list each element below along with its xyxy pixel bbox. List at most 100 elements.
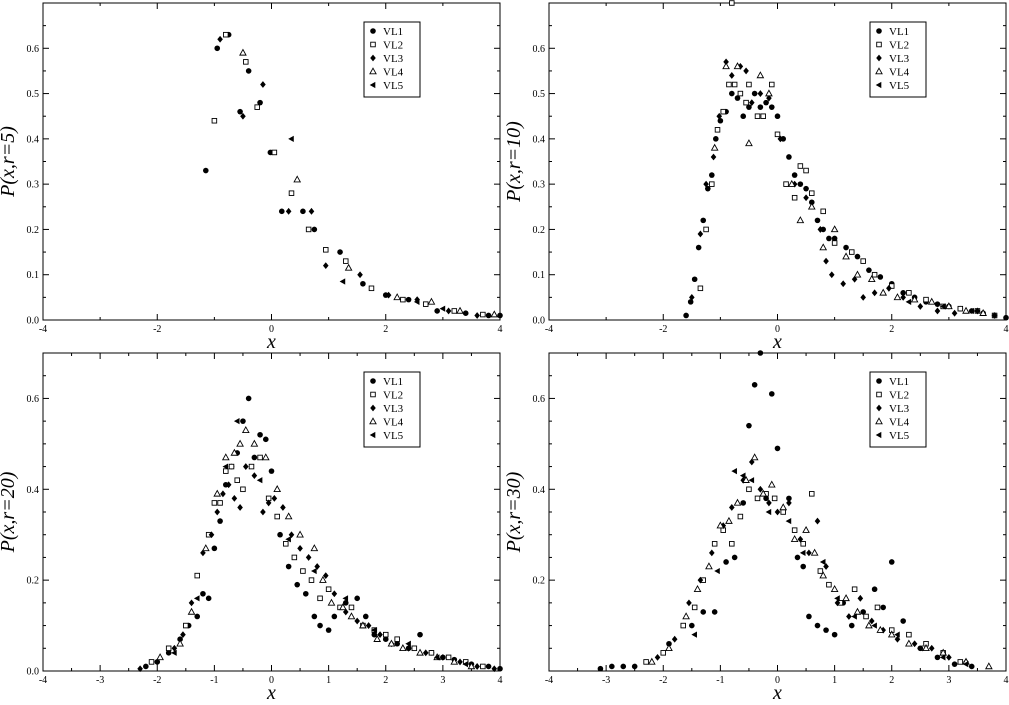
data-point-vl5	[871, 622, 877, 629]
data-point-vl1	[311, 613, 318, 620]
data-point-vl4	[456, 306, 464, 314]
data-point-vl1	[757, 350, 764, 356]
data-point-vl5	[256, 477, 263, 484]
data-point-vl3	[457, 658, 463, 666]
data-point-vl1	[934, 301, 941, 307]
data-point-vl3	[697, 576, 704, 584]
plot-frame	[42, 352, 501, 672]
data-point-vl1	[278, 208, 285, 215]
data-point-vl3	[240, 112, 246, 120]
data-point-vl3	[851, 275, 858, 283]
data-point-vl1	[808, 199, 815, 206]
data-point-vl1	[729, 90, 735, 97]
data-point-vl3	[928, 644, 935, 652]
data-point-vl4	[879, 288, 888, 296]
data-point-vl2	[791, 527, 798, 533]
data-point-vl4	[339, 603, 347, 611]
x-tick-label: -4	[545, 324, 553, 335]
data-point-vl3	[797, 535, 804, 543]
data-point-vl4	[853, 607, 862, 615]
data-point-vl2	[774, 131, 781, 138]
data-point-vl3	[237, 504, 243, 511]
data-point-vl2	[737, 513, 744, 520]
x-tick-label: -4	[39, 324, 47, 335]
data-point-vl1	[331, 613, 338, 620]
legend-label-vl2: VL2	[383, 40, 403, 52]
data-point-vl3	[231, 494, 238, 502]
data-point-vl2	[760, 113, 766, 119]
data-point-vl2	[680, 622, 686, 629]
data-point-vl1	[217, 518, 223, 524]
data-point-vl3	[305, 554, 312, 561]
data-point-vl2	[809, 190, 815, 196]
data-point-vl4	[905, 639, 913, 647]
data-point-vl2	[343, 258, 349, 264]
chart-panel-4: -4 -3 -2 -1 0 1 2 3 40.20.40.6xP(x,r=30)VL1VL2VL…	[503, 350, 1009, 704]
data-point-vl2	[274, 513, 280, 520]
legend-label-vl4: VL4	[889, 67, 910, 79]
data-point-vl3	[710, 153, 717, 161]
x-tick-label: 0	[775, 324, 780, 335]
data-point-vl3	[474, 312, 480, 319]
x-tick-label: -4	[545, 675, 553, 686]
y-axis-label: P(x,r=20)	[0, 471, 19, 553]
data-point-vl3	[208, 531, 215, 539]
legend-label-vl4: VL4	[889, 417, 910, 429]
x-tick-label: 4	[1004, 324, 1009, 335]
data-point-vl4	[893, 293, 902, 301]
x-tick-label: 2	[383, 675, 388, 686]
data-point-vl3	[823, 257, 829, 265]
data-point-vl2	[323, 247, 329, 253]
y-tick-label: 0.1	[533, 270, 546, 281]
data-point-vl5	[739, 472, 746, 479]
data-point-vl1	[360, 280, 366, 287]
data-point-vl1	[768, 104, 775, 110]
data-point-vl4	[759, 489, 768, 497]
data-point-vl5	[433, 654, 440, 661]
legend-label-vl4: VL4	[383, 67, 404, 79]
data-point-vl1	[211, 545, 218, 552]
data-point-vl2	[383, 631, 389, 638]
data-point-vl2	[871, 271, 878, 278]
data-point-vl3	[703, 180, 709, 188]
data-point-vl2	[754, 113, 761, 119]
data-point-vl2	[791, 194, 798, 201]
data-point-vl4	[490, 310, 499, 318]
legend-label-vl5: VL5	[383, 430, 404, 442]
data-point-vl1	[814, 622, 821, 629]
data-point-vl1	[888, 559, 895, 565]
data-point-vl1	[877, 274, 884, 280]
data-point-vl2	[957, 305, 964, 312]
data-point-vl3	[934, 307, 941, 315]
x-tick-label: -2	[659, 675, 667, 686]
data-point-vl2	[826, 581, 832, 588]
data-point-vl1	[214, 45, 221, 52]
legend-label-vl4: VL4	[383, 417, 404, 429]
data-point-vl4	[241, 425, 250, 433]
legend-label-vl2: VL2	[383, 390, 403, 402]
data-point-vl2	[300, 568, 306, 574]
data-point-vl3	[354, 617, 360, 625]
data-point-vl3	[774, 508, 781, 516]
data-point-vl2	[228, 463, 235, 470]
legend-marker-vl5	[875, 431, 882, 439]
series-vl1	[143, 395, 503, 672]
data-point-vl2	[480, 311, 486, 318]
data-point-vl4	[327, 598, 336, 606]
data-point-vl2	[691, 604, 698, 611]
data-point-vl4	[239, 48, 247, 56]
y-tick-label: 0.4	[533, 134, 546, 145]
data-point-vl4	[201, 544, 210, 552]
data-point-vl1	[763, 99, 769, 106]
x-tick-label: 3	[946, 675, 951, 686]
legend-label-vl1: VL1	[383, 376, 403, 388]
legend-marker-vl1	[876, 28, 882, 34]
data-point-vl3	[217, 35, 223, 43]
data-point-vl4	[416, 648, 424, 656]
data-point-vl3	[991, 312, 998, 319]
data-point-vl1	[823, 627, 829, 633]
legend-marker-vl3	[876, 54, 882, 62]
data-point-vl3	[251, 472, 258, 480]
